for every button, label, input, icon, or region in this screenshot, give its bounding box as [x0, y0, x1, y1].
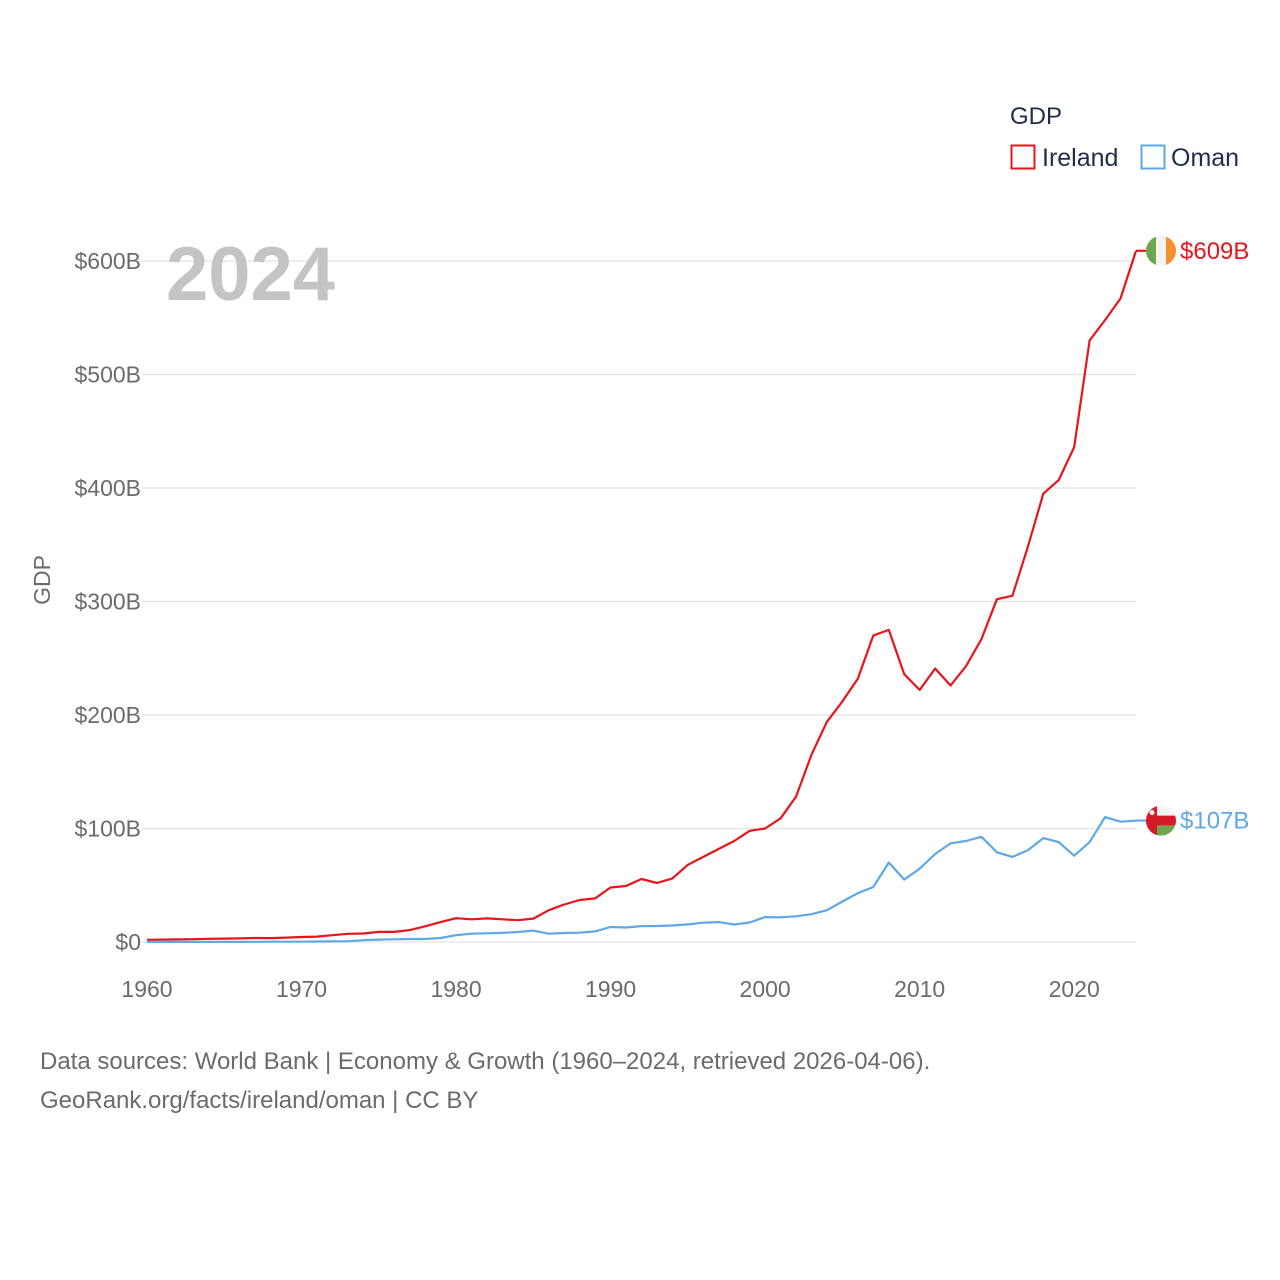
- x-tick-label: 1960: [121, 976, 172, 1002]
- source-line: Data sources: World Bank | Economy & Gro…: [40, 1048, 931, 1075]
- y-tick-label: $100B: [74, 816, 141, 842]
- current-year-label: 2024: [166, 232, 335, 317]
- attribution-link[interactable]: GeoRank.org/facts/ireland/oman | CC BY: [40, 1087, 479, 1114]
- y-tick-label: $300B: [74, 589, 141, 615]
- end-value-label-oman: $107B: [1180, 808, 1249, 835]
- legend-label-oman[interactable]: Oman: [1171, 144, 1239, 172]
- series-lines: [146, 250, 1138, 944]
- data-source-footer: Data sources: World Bank | Economy & Gro…: [40, 1042, 1240, 1120]
- y-axis-ticks: $0 $100B $200B $300B $400B $500B $600B: [74, 248, 141, 955]
- y-tick-label: $400B: [74, 475, 141, 501]
- y-tick-label: $500B: [74, 362, 141, 388]
- x-tick-label: 1980: [430, 976, 481, 1002]
- y-tick-label: $600B: [74, 248, 141, 274]
- series-line-ireland[interactable]: [146, 250, 1138, 941]
- gridlines: [142, 260, 1136, 943]
- oman-flag-icon: [1146, 805, 1176, 836]
- y-tick-label: $200B: [74, 702, 141, 728]
- legend-title: GDP: [1010, 103, 1062, 130]
- series-line-oman[interactable]: [147, 815, 1137, 944]
- y-tick-label: $0: [115, 929, 141, 955]
- x-tick-label: 2020: [1049, 976, 1100, 1002]
- ireland-flag-icon: [1146, 235, 1176, 266]
- y-axis-label: GDP: [29, 555, 55, 605]
- legend: GDP Ireland Oman: [1010, 103, 1239, 172]
- legend-label-ireland[interactable]: Ireland: [1042, 144, 1118, 172]
- legend-swatch-oman[interactable]: [1140, 144, 1166, 170]
- x-axis-ticks: 1960 1970 1980 1990 2000 2010 2020: [121, 976, 1099, 1002]
- x-tick-label: 1970: [276, 976, 327, 1002]
- series-end-markers: $609B $107B: [1136, 235, 1249, 836]
- x-tick-label: 2000: [740, 976, 791, 1002]
- end-value-label-ireland: $609B: [1180, 238, 1249, 265]
- legend-swatch-ireland[interactable]: [1010, 144, 1036, 170]
- x-tick-label: 2010: [894, 976, 945, 1002]
- x-tick-label: 1990: [585, 976, 636, 1002]
